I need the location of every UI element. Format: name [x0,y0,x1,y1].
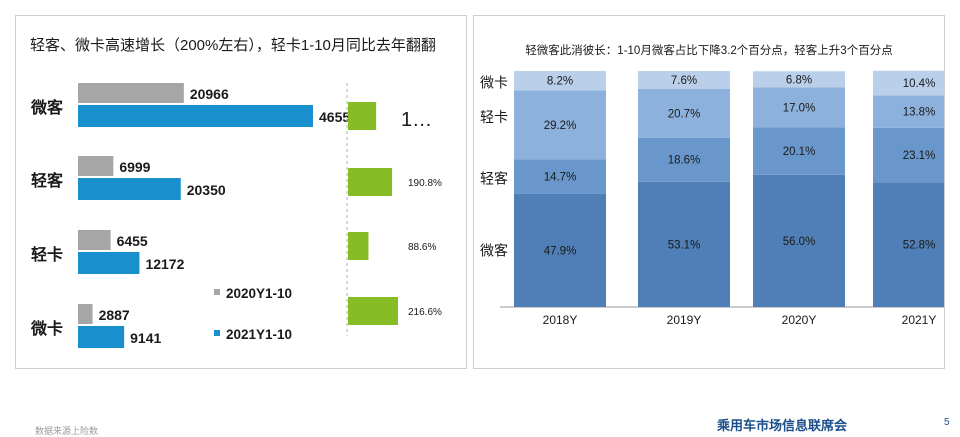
stack-segment [753,127,845,175]
stack-segment [873,127,944,183]
segment-value-label: 18.6% [668,155,701,167]
right-chart-title: 轻微客此消彼长：1-10月微客占比下降3.2个百分点，轻客上升3个百分点 [525,45,893,57]
organization-name: 乘用车市场信息联席会 [717,418,848,433]
x-tick-label: 2020Y [782,313,817,327]
stacked-share-chart: 47.9% 14.7% 29.2% 8.2% 2018Y 53.1% 18.6% 20.7% 7… [480,70,944,327]
segment-value-label: 8.2% [547,76,573,88]
series-label: 轻卡 [480,109,508,125]
bar-2020 [78,230,111,250]
category-label: 微卡 [30,319,63,338]
segment-value-label: 52.8% [903,240,936,252]
x-tick-label: 2019Y [667,313,702,327]
bar-2020-value-label: 6999 [119,159,150,175]
bar-2021 [78,105,313,127]
stack-segment [873,70,944,96]
growth-bar [348,168,393,196]
bar-2020 [78,83,184,103]
bar-2020-value-label: 20966 [190,86,229,102]
bar-2020-value-label: 2887 [99,307,130,323]
series-label: 微卡 [480,75,508,91]
segment-value-label: 20.7% [668,108,701,120]
segment-value-label: 17.0% [783,102,816,114]
stack-segment [514,90,606,160]
category-label: 轻客 [31,171,64,190]
bar-2021 [78,326,125,348]
legend-label: 2021Y1-10 [226,327,292,342]
category-label: 轻卡 [31,245,63,264]
segment-value-label: 13.8% [903,107,936,119]
segment-value-label: 23.1% [903,150,936,162]
bar-2020 [78,304,93,324]
category-label: 微客 [30,98,64,117]
stack-segment [753,87,845,128]
segment-value-label: 29.2% [544,120,577,132]
x-tick-label: 2018Y [543,313,578,327]
left-bar-chart: 微客2096646550轻客699920350轻卡645512172微卡2887… [30,83,442,348]
legend-label: 2020Y1-10 [226,286,292,301]
stack-segment [753,174,845,307]
stack-segment [514,193,606,307]
segment-value-label: 47.9% [544,245,577,257]
segment-value-label: 56.0% [783,236,816,248]
stack-segment [753,71,845,88]
segment-value-label: 14.7% [544,172,577,184]
growth-value-label: 216.6% [408,307,442,318]
stack-segment [638,88,730,138]
segment-value-label: 10.4% [903,78,936,90]
stack-segment [873,95,944,128]
page-number: 5 [944,417,950,428]
bar-2021-value-label: 12172 [145,256,184,272]
segment-value-label: 6.8% [786,74,812,86]
right-chart-panel: 轻微客此消彼长：1-10月微客占比下降3.2个百分点，轻客上升3个百分点 47.… [473,15,945,369]
bar-2021-value-label: 20350 [187,182,226,198]
left-chart-title: 轻客、微卡高速增长（200%左右），轻卡1-10月同比去年翻翻 [30,37,436,54]
bar-2020 [78,156,114,176]
growth-value-label: 88.6% [408,242,436,253]
stack-segment [873,182,944,307]
stack-segment [638,137,730,182]
left-chart-panel: 轻客、微卡高速增长（200%左右），轻卡1-10月同比去年翻翻 微客 20966 4… [15,15,467,369]
stack-segment [514,159,606,194]
bar-2021-value-label: 9141 [130,330,161,346]
data-source-note: 数据来源上险数 [35,426,99,436]
growth-bar [348,102,377,130]
series-label: 微客 [480,242,508,258]
stack-segment [638,71,730,89]
segment-value-label: 53.1% [668,239,701,251]
stack-segment [514,71,606,91]
bar-2020-value-label: 6455 [117,233,148,249]
stack-segment [638,181,730,307]
growth-value-label: 190.8% [408,178,442,189]
growth-value-label: 1… [401,109,432,131]
series-label: 轻客 [480,171,508,187]
segment-value-label: 20.1% [783,146,816,158]
growth-bar [348,232,369,260]
growth-bar [348,297,398,325]
segment-value-label: 7.6% [671,75,697,87]
bar-2021 [78,178,181,200]
legend-swatch [214,289,220,295]
x-tick-label: 2021Y [902,313,937,327]
legend-swatch [214,330,220,336]
bar-2021 [78,252,140,274]
